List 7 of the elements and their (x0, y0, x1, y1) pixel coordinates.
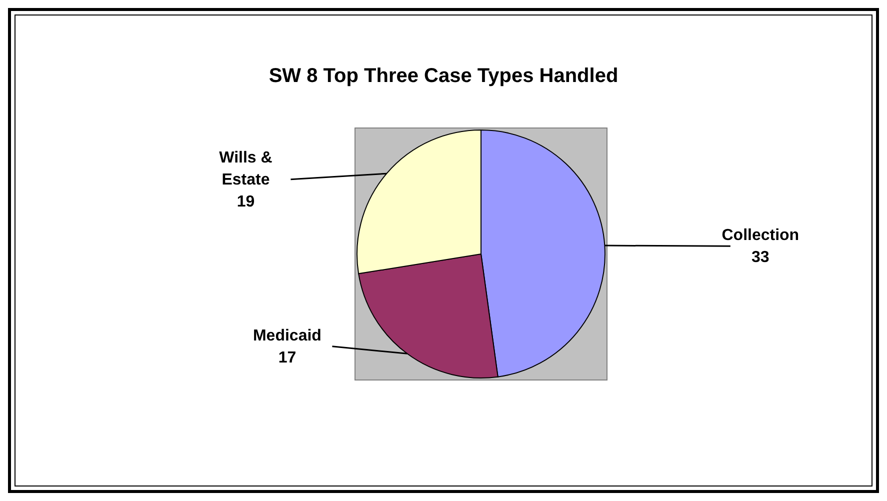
slice-label: Medicaid (252, 327, 322, 344)
data-label: 33 (752, 249, 770, 266)
slice-label: Wills & Estate (219, 149, 273, 188)
data-label: 19 (236, 193, 255, 210)
chart-title: SW 8 Top Three Case Types Handled (268, 65, 618, 87)
data-label: 17 (278, 349, 296, 366)
slice-label: Collection (722, 227, 800, 244)
